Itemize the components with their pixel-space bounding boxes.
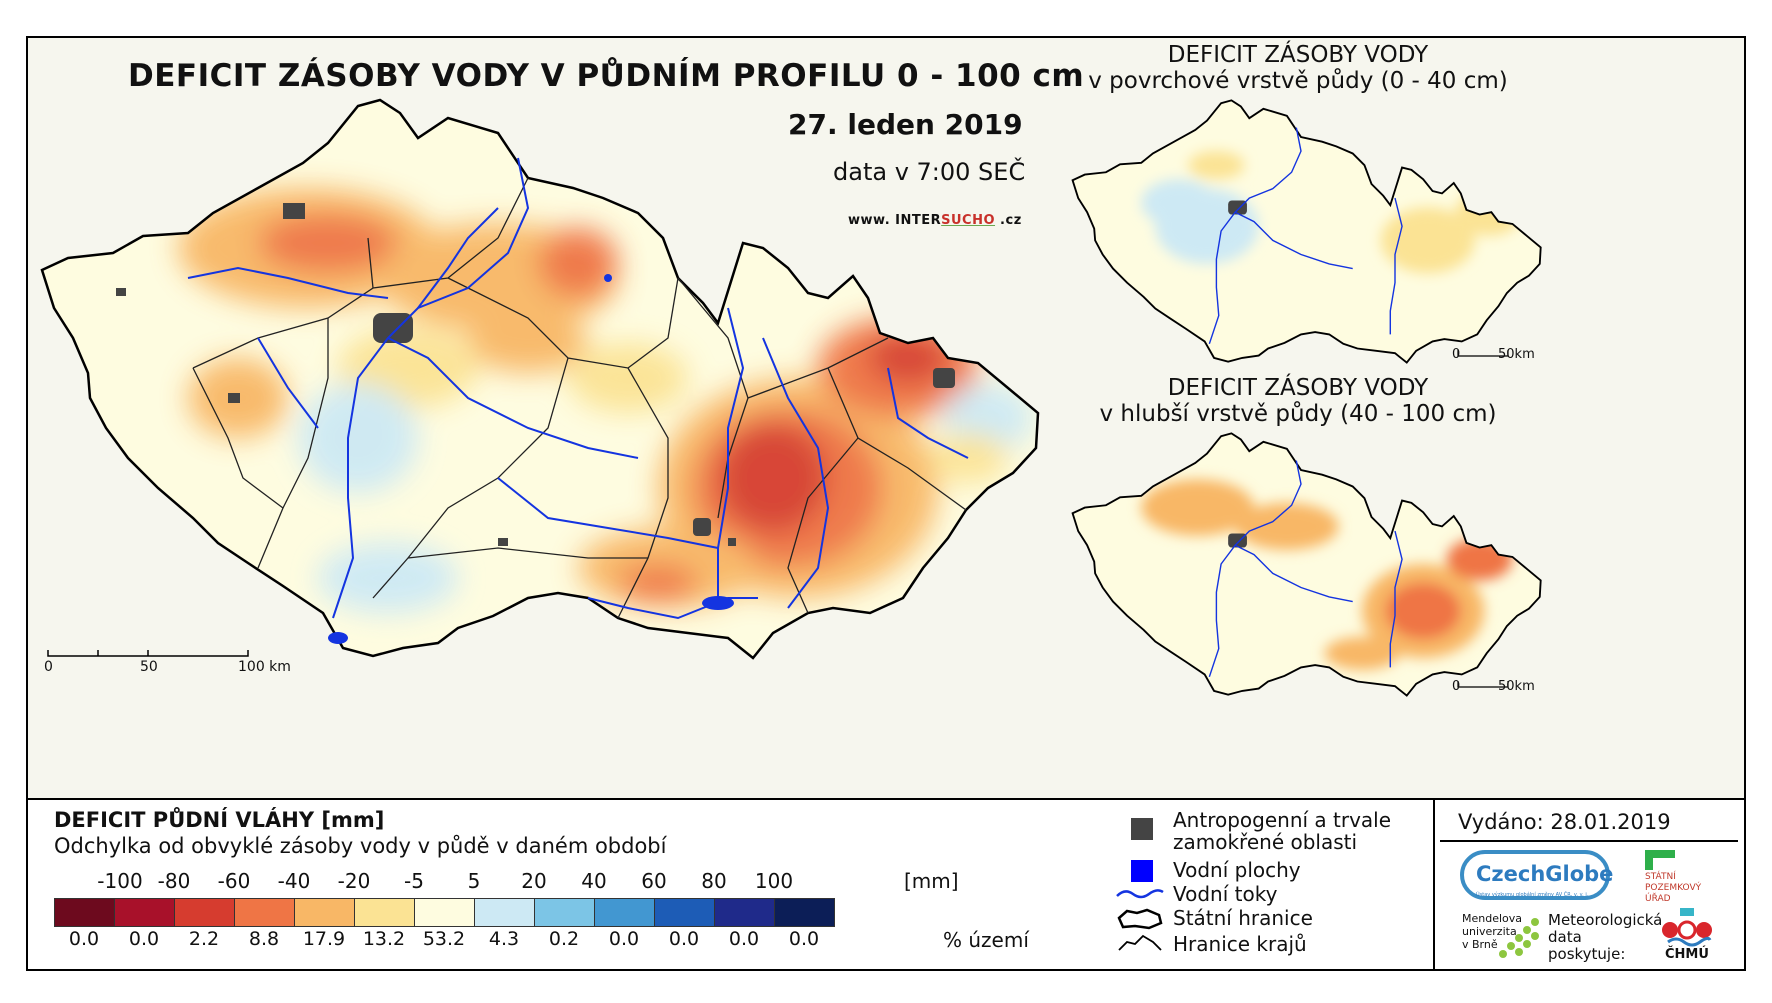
legend-color-swatch [354,898,415,927]
legend-color-swatch [654,898,715,927]
main-scale-label-50: 50 [140,659,158,675]
legend-color-swatch [474,898,535,927]
legend-percent-value: 0.0 [608,928,640,950]
legend-percent-value: 0.0 [668,928,700,950]
main-map [40,98,1040,660]
legend-percent-value: 0.0 [68,928,100,950]
legend-color-swatch [234,898,295,927]
legend-divider [1433,798,1435,969]
legend-percent-value: 0.0 [788,928,820,950]
legend-subtitle: Odchylka od obvyklé zásoby vody v půdě v… [54,834,667,858]
spu-logo-text: STÁTNÍ POZEMKOVÝ ÚŘAD [1645,872,1702,904]
main-scale-label-100: 100 km [238,659,291,675]
legend-percent-label: % území [943,928,1029,952]
inset-top-scale-50: 50km [1498,347,1535,362]
intersucho-link[interactable]: www. INTERSUCHO .cz [848,213,1022,228]
rivers [187,157,969,620]
chmu-logo-icon[interactable] [1660,908,1714,948]
legend-tick-label: 40 [581,869,607,893]
legend-panel: DEFICIT PŮDNÍ VLÁHY [mm] Odchylka od obv… [28,798,1744,969]
czechglobe-subtext: Ústav výzkumu globální změny AV ČR, v. v… [1476,892,1589,898]
main-scale-bar [47,650,249,657]
legend-percent-value: 0.0 [728,928,760,950]
legend-title: DEFICIT PŮDNÍ VLÁHY [mm] [54,808,385,832]
deficit-raster [42,100,1038,658]
legend-tick-label: -20 [337,869,371,893]
legend-color-swatch [174,898,235,927]
legend-color-swatch [114,898,175,927]
legend-tick-label: 60 [641,869,667,893]
legend-tick-label: -40 [277,869,311,893]
inset-top-scale-0: 0 [1452,347,1461,362]
legend-tick-label: 20 [521,869,547,893]
legend-color-swatch [594,898,655,927]
river-line-icon [1116,889,1164,899]
logos-panel: CzechGlobe Ústav výzkumu globální změny … [1440,840,1738,965]
issued-date: Vydáno: 28.01.2019 [1458,810,1671,834]
legend-color-swatch [714,898,775,927]
map-title: DEFICIT ZÁSOBY VODY V PŮDNÍM PROFILU 0 -… [128,58,1085,94]
inset-bottom-map [1071,432,1542,697]
legend-percent-value: 53.2 [422,928,466,950]
inset-bottom-scale-50: 50km [1498,679,1535,694]
map-time: data v 7:00 SEČ [833,158,1026,186]
mendelu-logo[interactable]: Mendelova univerzita v Brně [1462,912,1523,951]
map-frame: 0 50 100 km DEFICIT ZÁSOBY VODY V PŮDNÍM… [26,36,1746,971]
legend-tick-label: 5 [467,869,481,893]
legend-tick-label: -5 [404,869,424,893]
state-border-icon [1117,908,1163,930]
czechglobe-text: CzechGlobe [1476,862,1614,886]
legend-tick-label: 80 [701,869,727,893]
legend-percent-value: 17.9 [302,928,346,950]
symbol-legend: Antropogenní a trvale zamokřené oblasti … [1113,806,1443,966]
inset-bottom-scale-0: 0 [1452,679,1461,694]
legend-color-swatch [414,898,475,927]
map-area: 0 50 100 km DEFICIT ZÁSOBY VODY V PŮDNÍM… [28,38,1744,800]
inset-top-map [1071,99,1542,364]
region-border-icon [1118,934,1162,951]
legend-color-swatch [54,898,115,927]
legend-percent-value: 8.8 [248,928,280,950]
legend-tick-label: -60 [217,869,251,893]
legend-percent-value: 4.3 [488,928,520,950]
mendelu-dots-icon [1499,918,1539,958]
inset-bottom-title: DEFICIT ZÁSOBY VODY v hlubší vrstvě půdy… [1099,375,1497,427]
legend-color-swatch [774,898,835,927]
legend-tick-label: -80 [157,869,191,893]
legend-percent-value: 2.2 [188,928,220,950]
legend-percent-value: 0.0 [128,928,160,950]
main-scale-label-0: 0 [44,659,53,675]
legend-tick-label: -100 [97,869,143,893]
czechglobe-logo[interactable] [1460,850,1610,900]
water-body-swatch-icon [1131,860,1153,882]
anthropogenic-swatch-icon [1131,818,1153,840]
legend-color-swatch [294,898,355,927]
chmu-text: ČHMÚ [1665,947,1709,962]
legend-percent-value: 0.2 [548,928,580,950]
map-date: 27. leden 2019 [788,108,1023,141]
inset-top-title: DEFICIT ZÁSOBY VODY v povrchové vrstvě p… [1088,42,1508,94]
legend-color-swatch [534,898,595,927]
legend-percent-value: 13.2 [362,928,406,950]
legend-unit: [mm] [904,869,959,893]
meteo-data-text: Meteorologická data poskytuje: [1548,911,1663,963]
legend-tick-label: 100 [754,869,794,893]
spu-logo-icon[interactable] [1645,850,1677,872]
state-border [40,98,1040,660]
region-borders [192,177,967,619]
water-bodies [328,274,734,644]
